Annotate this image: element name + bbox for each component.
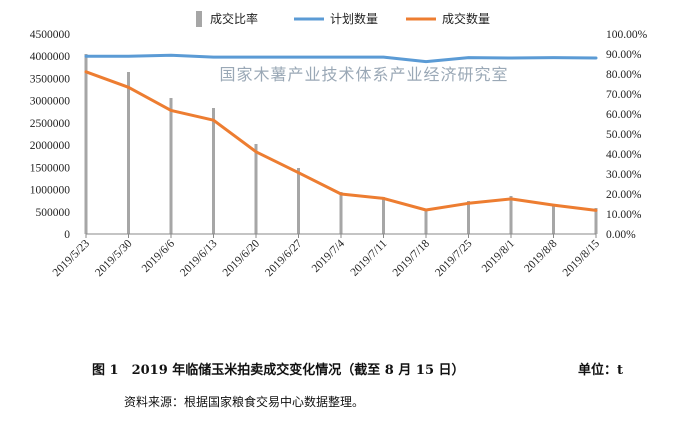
x-tick-label: 2019/7/18 <box>391 237 433 279</box>
x-axis: 2019/5/23 2019/5/30 2019/6/6 2019/6/13 2019/… <box>51 234 603 279</box>
bar <box>169 98 173 234</box>
chart: 成交比率 计划数量 成交数量 国家木薯产业技术体系产业经济研究室 0 500000 10… <box>30 11 648 279</box>
bar <box>297 168 300 234</box>
x-tick-label: 2019/6/13 <box>178 237 220 279</box>
x-tick-label: 2019/7/11 <box>348 237 389 278</box>
series-line <box>84 53 598 64</box>
y-axis-right: 0.00% 10.00% 20.00% 30.00% 40.00% 50.00% 60.00… <box>606 29 648 241</box>
y-left-tick-label: 1500000 <box>30 162 71 174</box>
legend-label: 计划数量 <box>330 11 378 26</box>
x-tick-label: 2019/6/6 <box>140 237 178 275</box>
y-right-tick-label: 0.00% <box>606 229 636 241</box>
bar-series <box>84 54 598 234</box>
bar <box>467 201 470 234</box>
y-right-tick-label: 20.00% <box>606 189 642 201</box>
caption-title: 图 1 2019 年临储玉米拍卖成交变化情况（截至 8 月 15 日） <box>92 363 465 378</box>
line-series <box>84 53 598 212</box>
caption-unit: 单位：t <box>578 363 624 378</box>
y-left-tick-label: 1000000 <box>30 185 71 197</box>
y-left-tick-label: 0 <box>64 229 70 241</box>
x-tick-label: 2019/6/27 <box>263 237 305 279</box>
series-line <box>84 70 598 212</box>
legend-swatch <box>196 11 202 27</box>
y-right-tick-label: 40.00% <box>606 149 642 161</box>
y-right-tick-label: 100.00% <box>606 29 648 41</box>
bar <box>254 144 258 234</box>
bar <box>127 72 130 234</box>
bar <box>339 192 343 234</box>
bar <box>382 197 385 234</box>
legend-label: 成交比率 <box>210 11 258 26</box>
bar <box>594 208 598 234</box>
y-right-tick-label: 70.00% <box>606 89 642 101</box>
bar <box>424 210 428 234</box>
y-right-tick-label: 80.00% <box>606 69 642 81</box>
x-tick-label: 2019/7/4 <box>310 237 348 275</box>
bar <box>509 196 513 234</box>
y-left-tick-label: 4000000 <box>30 51 71 63</box>
source-note: 资料来源：根据国家粮食交易中心数据整理。 <box>124 395 365 409</box>
figure-caption: 图 1 2019 年临储玉米拍卖成交变化情况（截至 8 月 15 日） 单位：t <box>92 359 652 378</box>
bar <box>212 108 215 234</box>
x-tick-label: 2019/8/8 <box>522 237 560 275</box>
y-right-tick-label: 10.00% <box>606 209 642 221</box>
y-axis-left: 0 500000 1000000 1500000 2000000 2500000 30000… <box>30 29 71 241</box>
y-right-tick-label: 30.00% <box>606 169 642 181</box>
y-right-tick-label: 60.00% <box>606 109 642 121</box>
x-tick-label: 2019/5/30 <box>93 237 135 279</box>
y-left-tick-label: 3000000 <box>30 96 71 108</box>
x-tick-label: 2019/8/15 <box>561 237 603 279</box>
bar <box>84 54 88 234</box>
legend: 成交比率 计划数量 成交数量 <box>196 11 490 27</box>
y-right-tick-label: 90.00% <box>606 49 642 61</box>
y-left-tick-label: 500000 <box>36 207 71 219</box>
y-left-tick-label: 4500000 <box>30 29 71 41</box>
y-left-tick-label: 2500000 <box>30 118 71 130</box>
x-tick-label: 2019/8/1 <box>480 237 518 275</box>
bar <box>552 204 555 234</box>
watermark: 国家木薯产业技术体系产业经济研究室 <box>219 65 508 84</box>
legend-label: 成交数量 <box>442 11 490 26</box>
y-left-tick-label: 2000000 <box>30 140 71 152</box>
y-left-tick-label: 3500000 <box>30 73 71 85</box>
x-tick-label: 2019/5/23 <box>51 237 93 279</box>
x-tick-label: 2019/7/25 <box>433 237 475 279</box>
y-right-tick-label: 50.00% <box>606 129 642 141</box>
x-tick-label: 2019/6/20 <box>221 237 263 279</box>
